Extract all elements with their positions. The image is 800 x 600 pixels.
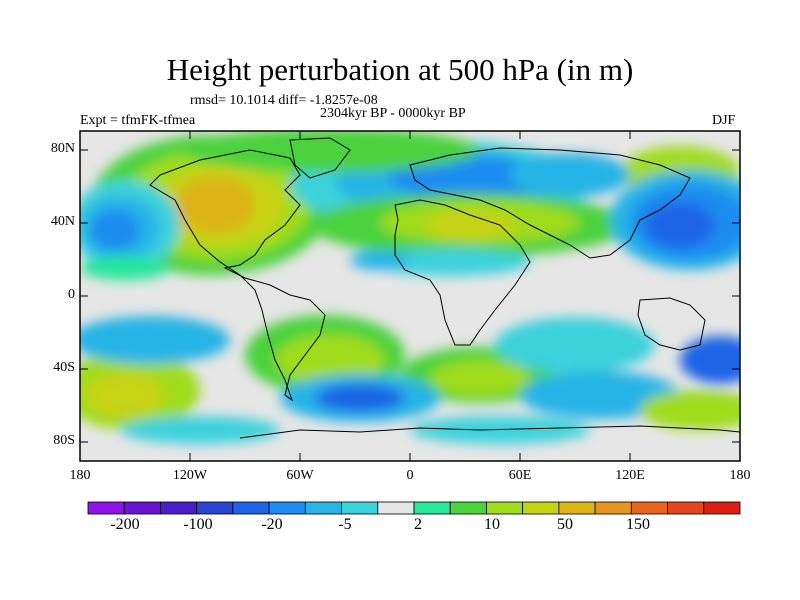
colorbar-label: 10 bbox=[484, 516, 500, 533]
colorbar-swatch bbox=[268, 501, 306, 515]
colorbar bbox=[87, 501, 741, 515]
colorbar-swatch bbox=[196, 501, 234, 515]
colorbar-swatch bbox=[377, 501, 415, 515]
colorbar-swatch bbox=[630, 501, 668, 515]
period-label: 2304kyr BP - 0000kyr BP bbox=[320, 106, 466, 121]
coastlines bbox=[149, 137, 740, 439]
colorbar-swatch bbox=[413, 501, 451, 515]
y-tick-label: 40S bbox=[53, 360, 75, 375]
y-tick-label: 80S bbox=[53, 433, 75, 448]
x-tick-label: 0 bbox=[406, 468, 414, 483]
colorbar-swatch bbox=[304, 501, 342, 515]
colorbar-swatch bbox=[594, 501, 632, 515]
axis-ticks bbox=[79, 131, 741, 461]
colorbar-label: -5 bbox=[338, 516, 352, 533]
x-tick-label: 120E bbox=[615, 468, 645, 483]
colorbar-swatch bbox=[667, 501, 705, 515]
colorbar-swatch bbox=[341, 501, 379, 515]
colorbar-label: -100 bbox=[183, 516, 213, 533]
y-tick-label: 40N bbox=[50, 214, 75, 229]
experiment-label: Expt = tfmFK-tfmea bbox=[80, 113, 196, 128]
y-tick-label: 80N bbox=[50, 141, 75, 156]
x-tick-label: 120W bbox=[172, 468, 208, 483]
y-tick-label: 0 bbox=[68, 287, 75, 302]
x-tick-label: 180 bbox=[69, 468, 91, 483]
colorbar-swatch bbox=[160, 501, 198, 515]
season-label: DJF bbox=[712, 113, 736, 128]
colorbar-label: 150 bbox=[626, 516, 650, 533]
colorbar-label: -200 bbox=[110, 516, 140, 533]
colorbar-swatch bbox=[522, 501, 560, 515]
colorbar-label: 2 bbox=[414, 516, 422, 533]
x-tick-label: 180 bbox=[729, 468, 751, 483]
colorbar-swatch bbox=[232, 501, 270, 515]
x-tick-label: 60W bbox=[286, 468, 314, 483]
colorbar-swatch bbox=[449, 501, 487, 515]
colorbar-swatch bbox=[703, 501, 741, 515]
colorbar-label: -20 bbox=[261, 516, 283, 533]
colorbar-swatch bbox=[123, 501, 161, 515]
x-tick-label: 60E bbox=[508, 468, 532, 483]
colorbar-swatch bbox=[486, 501, 524, 515]
colorbar-swatch bbox=[87, 501, 125, 515]
plot-title: Height perturbation at 500 hPa (in m) bbox=[166, 52, 634, 87]
stats-label: rmsd= 10.1014 diff= -1.8257e-08 bbox=[190, 93, 378, 108]
contour-field bbox=[80, 131, 740, 461]
colorbar-swatch bbox=[558, 501, 596, 515]
colorbar-label: 50 bbox=[557, 516, 573, 533]
